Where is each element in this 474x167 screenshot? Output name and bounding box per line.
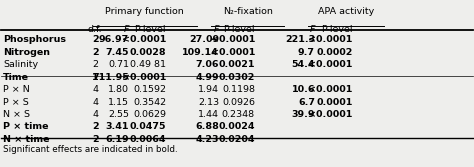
- Text: <0.0001: <0.0001: [309, 85, 353, 94]
- Text: 0.0028: 0.0028: [129, 48, 166, 57]
- Text: 0.1592: 0.1592: [133, 85, 166, 94]
- Text: 4: 4: [92, 85, 98, 94]
- Text: 27.09: 27.09: [189, 35, 219, 44]
- Text: N₂-fixation: N₂-fixation: [223, 7, 273, 16]
- Text: 2.13: 2.13: [198, 98, 219, 107]
- Text: <0.0001: <0.0001: [210, 48, 255, 57]
- Text: Significant effects are indicated in bold.: Significant effects are indicated in bol…: [3, 145, 178, 154]
- Text: 2: 2: [92, 122, 99, 131]
- Text: 4: 4: [92, 110, 98, 119]
- Text: <0.0001: <0.0001: [122, 35, 166, 44]
- Text: F: F: [124, 25, 129, 34]
- Text: 2: 2: [92, 35, 99, 44]
- Text: 1.80: 1.80: [108, 85, 129, 94]
- Text: P × N: P × N: [3, 85, 30, 94]
- Text: 0.0021: 0.0021: [219, 60, 255, 69]
- Text: 54.4: 54.4: [292, 60, 315, 69]
- Text: N × S: N × S: [3, 110, 30, 119]
- Text: 7.06: 7.06: [196, 60, 219, 69]
- Text: 109.14: 109.14: [182, 48, 219, 57]
- Text: 0.0629: 0.0629: [133, 110, 166, 119]
- Text: 0.0302: 0.0302: [219, 73, 255, 82]
- Text: P-level: P-level: [223, 25, 255, 34]
- Text: 0.71: 0.71: [108, 60, 129, 69]
- Text: 0.49 81: 0.49 81: [130, 60, 166, 69]
- Text: 2: 2: [92, 48, 99, 57]
- Text: 4: 4: [92, 98, 98, 107]
- Text: 221.3: 221.3: [285, 35, 315, 44]
- Text: 2: 2: [92, 135, 99, 144]
- Text: Salinity: Salinity: [3, 60, 38, 69]
- Text: 7.45: 7.45: [106, 48, 129, 57]
- Text: Primary function: Primary function: [106, 7, 184, 16]
- Text: 6.88: 6.88: [195, 122, 219, 131]
- Text: 0.0204: 0.0204: [219, 135, 255, 144]
- Text: 4.99: 4.99: [195, 73, 219, 82]
- Text: <0.0001: <0.0001: [309, 35, 353, 44]
- Text: d.f.: d.f.: [88, 25, 102, 34]
- Text: 2.55: 2.55: [108, 110, 129, 119]
- Text: 10.6: 10.6: [292, 85, 315, 94]
- Text: N × time: N × time: [3, 135, 50, 144]
- Text: 6.7: 6.7: [298, 98, 315, 107]
- Text: 0.0002: 0.0002: [317, 48, 353, 57]
- Text: APA activity: APA activity: [318, 7, 374, 16]
- Text: 1.94: 1.94: [198, 85, 219, 94]
- Text: Phosphorus: Phosphorus: [3, 35, 66, 44]
- Text: P × time: P × time: [3, 122, 48, 131]
- Text: P × S: P × S: [3, 98, 29, 107]
- Text: 6.19: 6.19: [106, 135, 129, 144]
- Text: F: F: [310, 25, 315, 34]
- Text: Time: Time: [3, 73, 29, 82]
- Text: P-level: P-level: [135, 25, 166, 34]
- Text: 96.97: 96.97: [99, 35, 129, 44]
- Text: 0.2348: 0.2348: [222, 110, 255, 119]
- Text: 0.0926: 0.0926: [222, 98, 255, 107]
- Text: 2: 2: [92, 60, 98, 69]
- Text: 1.15: 1.15: [108, 98, 129, 107]
- Text: 711.95: 711.95: [92, 73, 129, 82]
- Text: <0.0001: <0.0001: [210, 35, 255, 44]
- Text: 9.7: 9.7: [298, 48, 315, 57]
- Text: 0.0475: 0.0475: [129, 122, 166, 131]
- Text: 39.9: 39.9: [292, 110, 315, 119]
- Text: 0.0024: 0.0024: [219, 122, 255, 131]
- Text: P-level: P-level: [321, 25, 353, 34]
- Text: 1.44: 1.44: [198, 110, 219, 119]
- Text: 0.1198: 0.1198: [222, 85, 255, 94]
- Text: 0.3542: 0.3542: [133, 98, 166, 107]
- Text: 4.23: 4.23: [196, 135, 219, 144]
- Text: 0.0064: 0.0064: [129, 135, 166, 144]
- Text: <0.0001: <0.0001: [309, 110, 353, 119]
- Text: <0.0001: <0.0001: [309, 60, 353, 69]
- Text: 1: 1: [92, 73, 99, 82]
- Text: 3.41: 3.41: [106, 122, 129, 131]
- Text: F: F: [214, 25, 219, 34]
- Text: 0.0001: 0.0001: [317, 98, 353, 107]
- Text: <0.0001: <0.0001: [122, 73, 166, 82]
- Text: Nitrogen: Nitrogen: [3, 48, 50, 57]
